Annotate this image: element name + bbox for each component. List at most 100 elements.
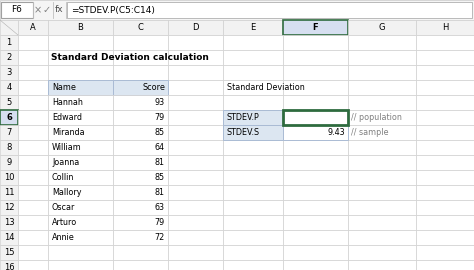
Bar [348, 230, 416, 245]
Bar [113, 125, 168, 140]
Bar [0, 110, 18, 125]
Bar [416, 170, 474, 185]
Bar [48, 245, 113, 260]
Bar [348, 185, 416, 200]
Text: Standard Deviation: Standard Deviation [227, 83, 305, 92]
Bar [416, 260, 474, 270]
Text: 10: 10 [4, 173, 14, 182]
Text: 12: 12 [4, 203, 14, 212]
Text: 81: 81 [155, 188, 165, 197]
Bar [0, 50, 18, 65]
Bar [283, 95, 348, 110]
Text: 13: 13 [4, 218, 14, 227]
Bar [283, 200, 348, 215]
Bar [113, 230, 168, 245]
Text: 63: 63 [155, 203, 165, 212]
Bar [48, 230, 113, 245]
Bar [223, 260, 283, 270]
Bar [283, 20, 348, 35]
Text: 6: 6 [6, 113, 12, 122]
Bar [48, 80, 113, 95]
Text: 15: 15 [4, 248, 14, 257]
Bar [18, 230, 48, 245]
Bar [0, 35, 18, 50]
Bar [348, 35, 416, 50]
Bar [48, 125, 113, 140]
Text: F: F [313, 23, 319, 32]
Text: 8.94: 8.94 [328, 113, 345, 122]
Bar [18, 35, 48, 50]
Bar [223, 50, 283, 65]
Text: 93: 93 [155, 98, 165, 107]
Bar [18, 20, 48, 35]
Text: D: D [192, 23, 199, 32]
Bar [18, 245, 48, 260]
Bar [48, 200, 113, 215]
Text: Score: Score [142, 83, 165, 92]
Bar [18, 170, 48, 185]
Bar [348, 200, 416, 215]
Bar [113, 65, 168, 80]
Text: Miranda: Miranda [52, 128, 85, 137]
Text: Oscar: Oscar [52, 203, 75, 212]
Bar [168, 125, 223, 140]
Text: 64: 64 [155, 143, 165, 152]
Text: Annie: Annie [52, 233, 75, 242]
Bar [348, 65, 416, 80]
Bar [416, 185, 474, 200]
Bar [48, 170, 113, 185]
Bar [48, 125, 113, 140]
Bar [113, 95, 168, 110]
Bar [416, 35, 474, 50]
Text: // population: // population [351, 113, 402, 122]
Bar [168, 185, 223, 200]
Bar [0, 20, 18, 35]
Text: STDEV.S: STDEV.S [227, 128, 260, 137]
Bar [48, 110, 113, 125]
Bar [113, 95, 168, 110]
Bar [113, 155, 168, 170]
Bar [348, 125, 416, 140]
Bar [283, 260, 348, 270]
Bar [283, 170, 348, 185]
Text: 3: 3 [6, 68, 12, 77]
Bar [0, 125, 18, 140]
Bar [48, 110, 113, 125]
Bar [0, 65, 18, 80]
Bar [113, 35, 168, 50]
Text: 1: 1 [6, 38, 12, 47]
Bar [113, 140, 168, 155]
Bar [168, 230, 223, 245]
Text: Arturo: Arturo [52, 218, 77, 227]
Text: F6: F6 [11, 5, 22, 15]
Bar [113, 170, 168, 185]
Text: Standard Deviation calculation: Standard Deviation calculation [51, 53, 209, 62]
Bar [416, 125, 474, 140]
Bar [223, 125, 283, 140]
Bar [48, 230, 113, 245]
Text: 81: 81 [155, 158, 165, 167]
Bar [48, 155, 113, 170]
Bar [416, 155, 474, 170]
Text: 5: 5 [6, 98, 12, 107]
Bar [283, 245, 348, 260]
Bar [48, 50, 113, 65]
Bar [223, 170, 283, 185]
Text: 16: 16 [4, 263, 14, 270]
Text: 72: 72 [155, 233, 165, 242]
Bar [18, 65, 48, 80]
Bar [283, 155, 348, 170]
Bar [168, 155, 223, 170]
Bar [348, 110, 416, 125]
Bar [18, 200, 48, 215]
Text: 8: 8 [6, 143, 12, 152]
Bar [67, 2, 472, 18]
Bar [348, 155, 416, 170]
Bar [223, 20, 283, 35]
Text: 2: 2 [6, 53, 12, 62]
Text: 79: 79 [155, 113, 165, 122]
Bar [48, 140, 113, 155]
Bar [48, 215, 113, 230]
Bar [348, 140, 416, 155]
Text: 14: 14 [4, 233, 14, 242]
